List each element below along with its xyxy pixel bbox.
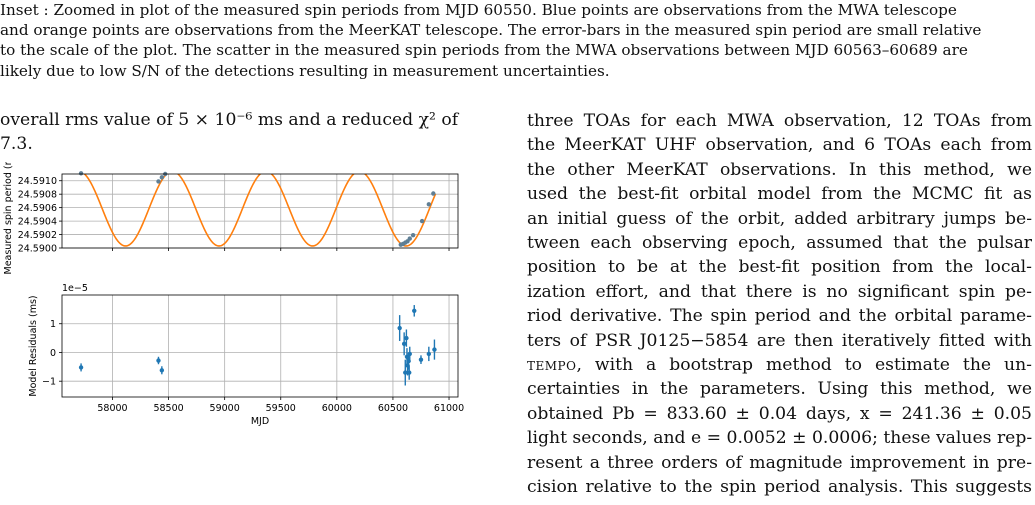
body-line: overall rms value of 5 × 10⁻⁶ ms and a r… bbox=[0, 110, 459, 130]
residual-point bbox=[403, 370, 408, 375]
data-point bbox=[78, 171, 84, 176]
left-column-text: overall rms value of 5 × 10⁻⁶ ms and a r… bbox=[0, 109, 500, 157]
body-line: position to be at the best-fit position … bbox=[527, 257, 1032, 278]
body-line: ization effort, and that there is no sig… bbox=[527, 281, 1032, 302]
residual-point bbox=[404, 335, 409, 341]
offset-text: 1e−5 bbox=[62, 283, 88, 294]
spin-period-figure: 24.5900 24.5902 24.5904 24.5906 24.5908 24.59… bbox=[3, 162, 464, 427]
data-point bbox=[410, 233, 416, 238]
residual-point bbox=[78, 365, 84, 370]
y-tick-label: 24.5910 bbox=[18, 176, 57, 187]
body-line: the MeerKAT UHF observation, and 6 TOAs … bbox=[527, 135, 1032, 156]
right-column-text: three TOAs for each MWA observation, 12 … bbox=[527, 109, 1032, 500]
body-line: 7.3. bbox=[0, 133, 33, 154]
y-tick-label: 1 bbox=[50, 319, 56, 330]
x-tick-label: 60000 bbox=[322, 403, 352, 414]
figure-caption: Inset : Zoomed in plot of the measured s… bbox=[0, 0, 1030, 81]
body-line: light seconds, and e = 0.0052 ± 0.0006; … bbox=[527, 428, 1033, 449]
data-point bbox=[407, 236, 412, 241]
caption-line: and orange points are observations from … bbox=[0, 21, 982, 40]
residual-point bbox=[397, 325, 402, 331]
data-point bbox=[159, 175, 165, 180]
x-tick-label: 61000 bbox=[434, 403, 464, 414]
x-tick-label: 59000 bbox=[210, 403, 240, 414]
body-line: ters of PSR J0125−5854 are then iterativ… bbox=[527, 330, 1032, 351]
x-tick-label: 60500 bbox=[378, 403, 408, 414]
data-point bbox=[419, 218, 425, 224]
body-line: used the best-fit orbital model from the… bbox=[527, 184, 1032, 205]
residual-point bbox=[432, 347, 437, 352]
spin-period-panel: 24.5900 24.5902 24.5904 24.5906 24.5908 24.59… bbox=[3, 162, 459, 274]
body-line: resent a three orders of magnitude impro… bbox=[527, 452, 1032, 473]
body-line: the other MeerKAT observations. In this … bbox=[527, 159, 1032, 180]
y-tick-label: 24.5906 bbox=[18, 203, 57, 214]
x-tick-label: 58000 bbox=[97, 403, 127, 414]
body-line: tween each observing epoch, assumed that… bbox=[527, 233, 1032, 254]
y-tick-label: 24.5902 bbox=[18, 230, 57, 241]
y-tick-label: 24.5908 bbox=[18, 190, 57, 201]
caption-line: Inset : Zoomed in plot of the measured s… bbox=[0, 1, 957, 19]
body-line-rest: with a bootstrap method to estimate the … bbox=[594, 355, 1032, 376]
model-curve bbox=[83, 174, 437, 247]
x-axis-label: MJD bbox=[251, 416, 269, 427]
x-tick-label: 59500 bbox=[266, 403, 296, 414]
caption-line: likely due to low S/N of the detections … bbox=[0, 61, 610, 80]
axes-frame bbox=[61, 173, 459, 249]
body-line-tempo: tempo, with a bootstrap method to estima… bbox=[527, 355, 1032, 376]
residual-point bbox=[426, 351, 432, 357]
residuals-panel: −1 0 1 58000 58500 59000 59500 60000 60500 61000 1… bbox=[28, 283, 464, 427]
residual-point bbox=[407, 351, 412, 357]
body-line: obtained Pb = 833.60 ± 0.04 days, x = 24… bbox=[527, 403, 1032, 424]
y-axis-label: Model Residuals (ms) bbox=[28, 295, 39, 396]
data-point bbox=[431, 191, 436, 196]
body-line: three TOAs for each MWA observation, 12 … bbox=[527, 111, 1032, 131]
residual-point bbox=[412, 308, 417, 314]
caption-line: to the scale of the plot. The scatter in… bbox=[0, 41, 968, 60]
tempo-word: tempo bbox=[527, 355, 577, 376]
residual-point bbox=[159, 368, 165, 373]
residual-point bbox=[418, 357, 424, 362]
body-line: riod derivative. The spin period and the… bbox=[527, 306, 1032, 327]
residual-point bbox=[401, 341, 407, 347]
y-tick-label: 0 bbox=[50, 348, 56, 359]
y-tick-label: 24.5900 bbox=[18, 244, 57, 255]
body-line: certainties in the parameters. Using thi… bbox=[527, 379, 1032, 400]
x-tick-label: 58500 bbox=[153, 403, 183, 414]
data-point bbox=[156, 179, 161, 184]
y-axis-label: Measured spin period (ms) bbox=[3, 162, 14, 274]
body-line: an initial guess of the orbit, added arb… bbox=[527, 208, 1032, 229]
y-tick-label: −1 bbox=[42, 377, 56, 388]
residual-point bbox=[407, 370, 412, 375]
data-point bbox=[426, 202, 432, 207]
axes-frame bbox=[61, 294, 459, 398]
y-tick-label: 24.5904 bbox=[18, 217, 57, 228]
body-line: cision relative to the spin period analy… bbox=[527, 477, 1032, 498]
residual-point bbox=[156, 358, 161, 363]
